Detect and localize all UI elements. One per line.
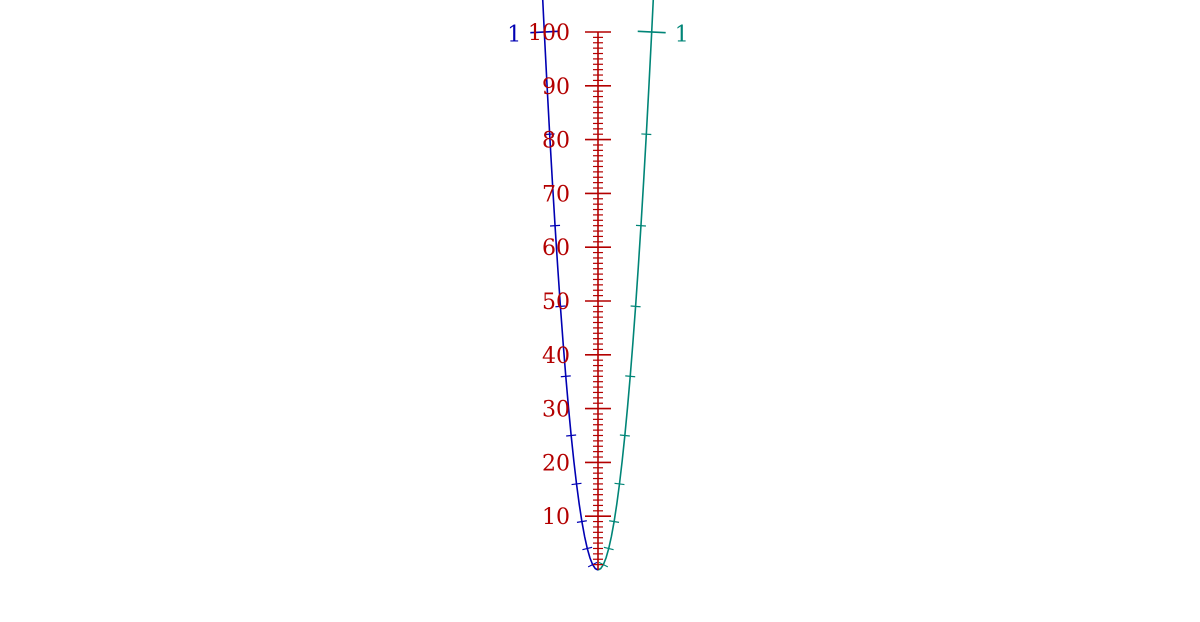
middle-tick-label: 40 (542, 344, 570, 369)
left-minor-tick (555, 305, 566, 308)
left-minor-tick (566, 434, 577, 437)
right-minor-tick (609, 520, 620, 523)
right-minor-tick (635, 224, 646, 227)
right-minor-tick (603, 546, 614, 551)
right-minor-tick (619, 434, 630, 437)
middle-tick-label: 70 (542, 182, 570, 207)
left-major-tick (530, 30, 559, 34)
left-minor-tick (582, 546, 593, 551)
left-tick-label: 1 (507, 23, 521, 48)
right-scale-curve (597, 0, 655, 571)
right-minor-tick (630, 305, 641, 308)
middle-tick-label: 60 (542, 236, 570, 261)
right-major-tick (637, 30, 666, 34)
middle-tick-label: 20 (542, 451, 570, 476)
left-minor-tick (571, 482, 582, 486)
middle-tick-label: 80 (542, 129, 570, 154)
left-scale: 12345678910 (507, 0, 599, 571)
left-minor-tick (550, 224, 561, 227)
middle-tick-label: 100 (528, 21, 570, 46)
left-minor-tick (560, 375, 571, 378)
middle-tick-label: 90 (542, 75, 570, 100)
left-minor-tick (587, 561, 598, 568)
left-minor-tick (576, 520, 587, 523)
left-minor-tick (544, 133, 555, 136)
left-scale-curve (541, 0, 599, 571)
right-minor-tick (625, 375, 636, 378)
right-minor-tick (614, 482, 625, 486)
middle-tick-label: 30 (542, 398, 570, 423)
middle-tick-label: 10 (542, 505, 570, 530)
right-minor-tick (641, 133, 652, 136)
right-minor-tick (598, 561, 609, 568)
middle-tick-label: 50 (542, 290, 570, 315)
middle-scale: 10 20 30 40 50 60 70 80 90 100 (528, 21, 611, 570)
right-scale: 12345678910 (597, 0, 689, 571)
right-tick-label: 1 (675, 23, 689, 48)
